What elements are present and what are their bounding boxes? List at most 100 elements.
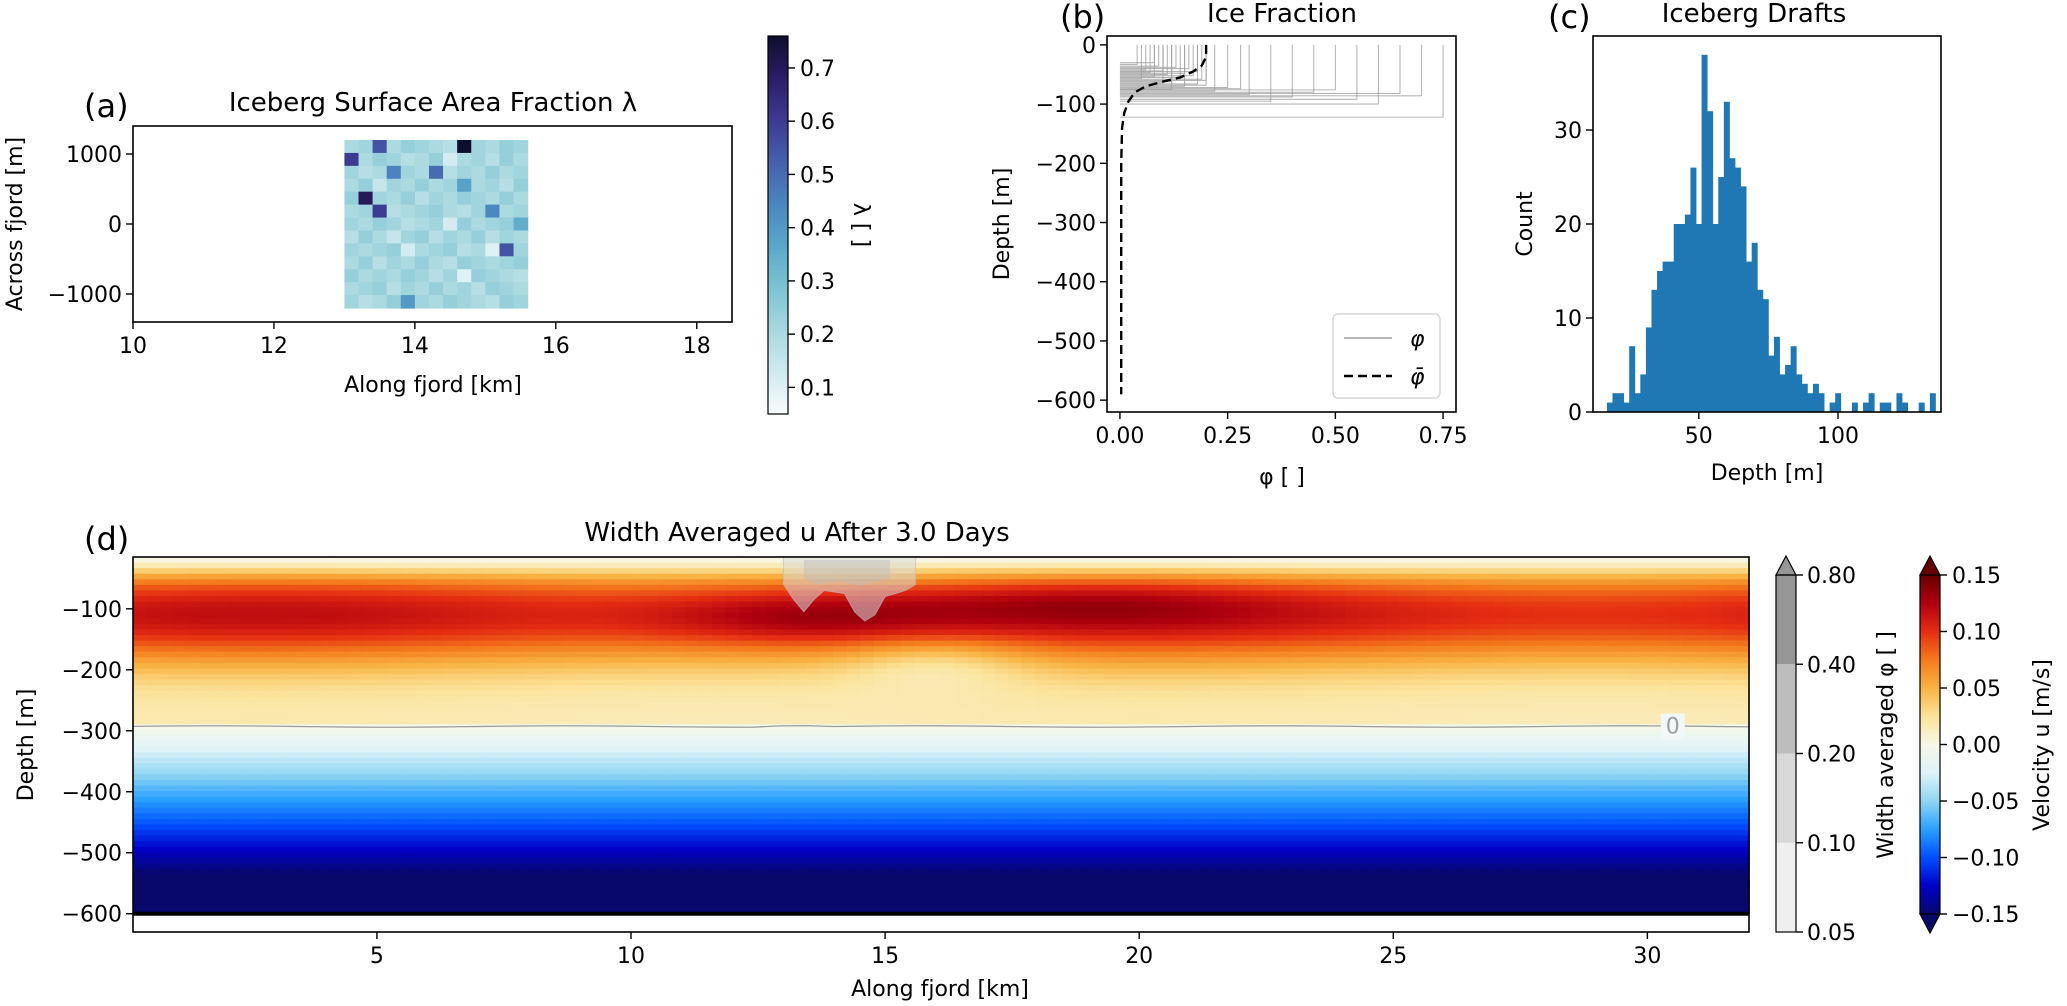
velocity-cell bbox=[335, 612, 350, 620]
lambda-cell bbox=[414, 178, 430, 193]
velocity-cell bbox=[617, 841, 633, 848]
velocity-cell bbox=[321, 902, 336, 909]
panel-b-ytick-label: −500 bbox=[1036, 330, 1096, 355]
velocity-cell bbox=[900, 791, 915, 798]
velocity-cell bbox=[133, 646, 148, 653]
velocity-cell bbox=[981, 640, 996, 647]
velocity-cell bbox=[281, 607, 296, 614]
velocity-cell bbox=[133, 590, 148, 597]
velocity-cell bbox=[900, 696, 915, 703]
velocity-cell bbox=[483, 657, 498, 664]
velocity-cell bbox=[685, 869, 700, 876]
velocity-cell bbox=[563, 612, 579, 620]
velocity-cell bbox=[510, 869, 525, 876]
velocity-cell bbox=[563, 590, 579, 597]
velocity-cell bbox=[281, 852, 296, 859]
velocity-cell bbox=[765, 568, 781, 575]
velocity-cell bbox=[510, 629, 525, 636]
velocity-cell bbox=[510, 718, 525, 726]
velocity-cell bbox=[523, 818, 538, 826]
velocity-cell bbox=[712, 713, 727, 720]
velocity-cell bbox=[361, 668, 377, 675]
velocity-cell bbox=[483, 713, 498, 720]
velocity-cell bbox=[941, 701, 956, 709]
velocity-cell bbox=[1048, 746, 1063, 753]
velocity-cell bbox=[1075, 696, 1090, 703]
panel-c-ytick-label: 30 bbox=[1554, 119, 1582, 144]
velocity-cell bbox=[375, 802, 390, 809]
velocity-cell bbox=[146, 607, 161, 614]
velocity-cell bbox=[133, 579, 148, 586]
velocity-cell bbox=[361, 562, 377, 569]
velocity-cell bbox=[833, 807, 848, 815]
velocity-cell bbox=[563, 768, 579, 776]
velocity-cell bbox=[752, 740, 767, 748]
velocity-cell bbox=[402, 830, 417, 837]
velocity-cell bbox=[483, 646, 498, 653]
velocity-cell bbox=[644, 618, 659, 625]
velocity-cell bbox=[335, 690, 350, 698]
lambda-cell bbox=[358, 165, 374, 180]
velocity-cell bbox=[483, 863, 498, 870]
velocity-cell bbox=[1021, 818, 1037, 826]
velocity-cell bbox=[658, 657, 673, 664]
velocity-cell bbox=[846, 908, 861, 915]
histogram-bar bbox=[1712, 224, 1719, 412]
velocity-cell bbox=[469, 718, 484, 726]
velocity-cell bbox=[348, 557, 363, 564]
velocity-cell bbox=[173, 618, 188, 625]
velocity-cell bbox=[739, 830, 754, 837]
velocity-cell bbox=[375, 896, 390, 904]
velocity-cell bbox=[1102, 635, 1117, 642]
lambda-cell bbox=[457, 191, 472, 206]
velocity-cell bbox=[887, 612, 902, 620]
velocity-cell bbox=[240, 607, 255, 614]
velocity-cell bbox=[537, 835, 552, 843]
velocity-cell bbox=[577, 818, 592, 826]
velocity-cell bbox=[483, 746, 498, 753]
velocity-cell bbox=[388, 590, 404, 597]
velocity-cell bbox=[388, 579, 404, 586]
lambda-cell bbox=[485, 204, 501, 219]
velocity-cell bbox=[429, 596, 444, 603]
velocity-cell bbox=[240, 791, 255, 798]
velocity-cell bbox=[348, 713, 363, 720]
velocity-cell bbox=[335, 902, 350, 909]
velocity-cell bbox=[173, 696, 188, 703]
velocity-cell bbox=[819, 685, 835, 692]
velocity-cell bbox=[941, 668, 956, 675]
velocity-cell bbox=[1048, 573, 1063, 581]
lambda-cell bbox=[358, 191, 374, 206]
velocity-cell bbox=[873, 757, 888, 765]
velocity-cell bbox=[739, 568, 754, 575]
velocity-cell bbox=[914, 651, 929, 659]
velocity-cell bbox=[685, 807, 700, 815]
velocity-cell bbox=[1062, 635, 1077, 642]
velocity-cell bbox=[321, 612, 336, 620]
velocity-cell bbox=[388, 757, 404, 765]
velocity-cell bbox=[402, 902, 417, 909]
velocity-cell bbox=[1035, 562, 1050, 569]
velocity-cell bbox=[429, 579, 444, 586]
velocity-cell bbox=[375, 701, 390, 709]
velocity-cell bbox=[375, 813, 390, 820]
panel-b-xtick-label: 0.00 bbox=[1095, 424, 1144, 449]
velocity-cell bbox=[954, 584, 969, 592]
velocity-cell bbox=[941, 891, 956, 898]
velocity-cell bbox=[483, 807, 498, 815]
velocity-cell bbox=[577, 779, 592, 787]
velocity-cell bbox=[563, 735, 579, 742]
velocity-cell bbox=[1035, 813, 1050, 820]
velocity-cell bbox=[510, 562, 525, 569]
velocity-cell bbox=[496, 701, 511, 709]
velocity-cell bbox=[900, 896, 915, 904]
ice-fraction-profile bbox=[1119, 44, 1147, 71]
velocity-cell bbox=[914, 902, 929, 909]
velocity-cell bbox=[442, 774, 457, 781]
velocity-cell bbox=[483, 651, 498, 659]
velocity-cell bbox=[887, 657, 902, 664]
histogram-bar bbox=[1723, 101, 1730, 413]
velocity-cell bbox=[994, 885, 1010, 893]
velocity-cell bbox=[550, 623, 565, 631]
velocity-cell bbox=[294, 763, 309, 770]
